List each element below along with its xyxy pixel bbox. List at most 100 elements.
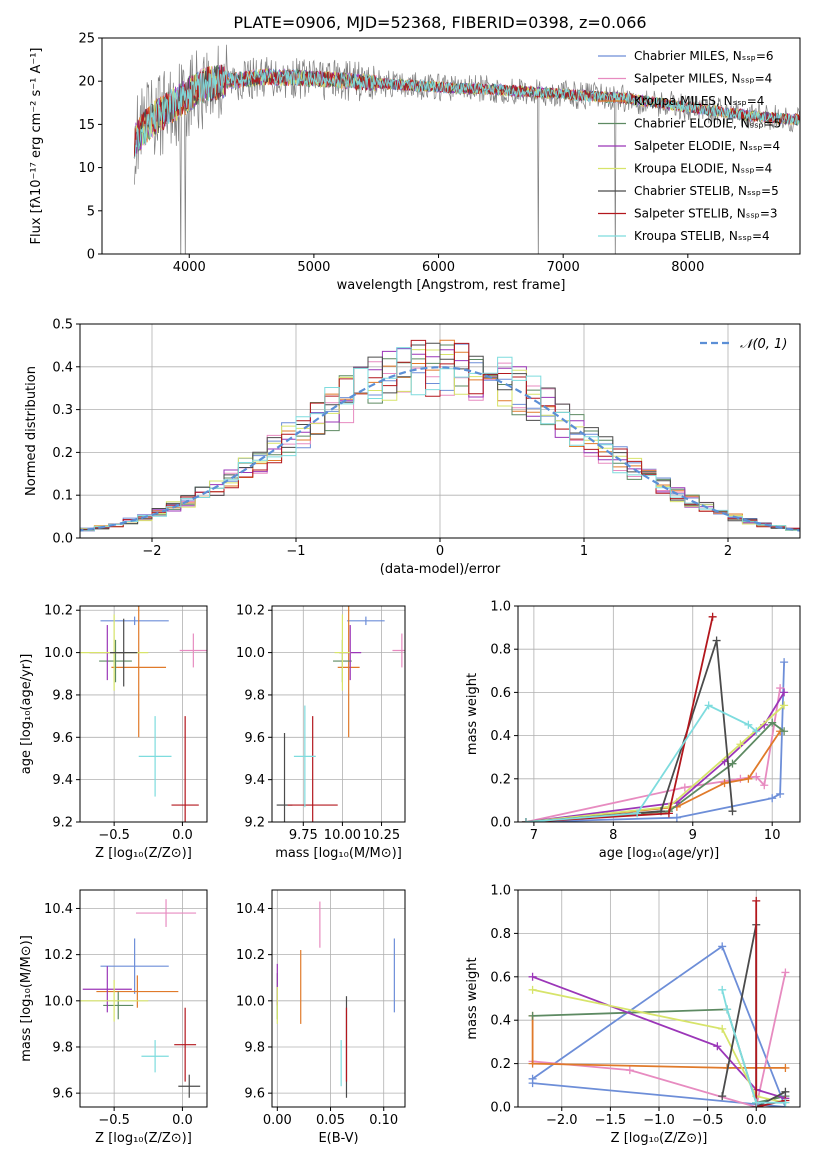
y-tick-label: 10.2 <box>236 948 265 963</box>
x-tick-label: 9.75 <box>289 828 318 843</box>
axes-frame <box>79 605 208 823</box>
weight-marker <box>718 1024 727 1033</box>
y-axis-label: age [log₁₀(age/yr)] <box>19 654 34 775</box>
legend-label: Kroupa MILES, Nₛₛₚ=4 <box>634 94 764 108</box>
legend-label: Kroupa STELIB, Nₛₛₚ=4 <box>634 229 770 243</box>
y-tick-label: 9.8 <box>244 1040 265 1055</box>
y-tick-label: 0.6 <box>490 686 511 701</box>
axes-frame <box>79 889 208 1108</box>
y-tick-label: 9.6 <box>244 1087 265 1102</box>
y-tick-label: 9.6 <box>52 1087 73 1102</box>
y-tick-label: 20 <box>78 75 95 90</box>
age_vs_Z-points <box>80 606 207 822</box>
x-tick-label: 10 <box>764 828 781 843</box>
y-tick-label: 0.6 <box>490 970 511 985</box>
model-spectrum-8 <box>133 68 800 159</box>
x-tick-label: −0.5 <box>98 828 130 843</box>
legend-label: Chabrier STELIB, Nₛₛₚ=5 <box>634 184 779 198</box>
axes-frame <box>101 37 801 255</box>
weight-marker <box>752 772 761 781</box>
legend-label: Salpeter STELIB, Nₛₛₚ=3 <box>634 207 778 221</box>
weight-marker <box>718 1092 727 1101</box>
weight-series-5 <box>525 704 785 822</box>
mass_vs_ebv-axes: 0.00 0.05 0.10 9.6 9.8 10.0 10.2 10.4 E(B-V) <box>236 890 405 1146</box>
weight-marker <box>780 688 789 697</box>
axes-frame <box>79 323 801 539</box>
x-tick-label: 10.00 <box>324 828 361 843</box>
weight-marker <box>768 718 777 727</box>
weight-marker <box>720 779 729 788</box>
weight-marker <box>776 789 785 798</box>
x-tick-label: −0.5 <box>98 1113 130 1128</box>
y-tick-label: 9.2 <box>244 816 265 831</box>
y-tick-label: 10.0 <box>236 646 265 661</box>
x-tick-label: −1.0 <box>643 1113 675 1128</box>
y-axis-label: mass [log₁₀(M/M⊙)] <box>19 935 34 1062</box>
spectrum-axes: 4000 5000 6000 7000 8000 0 5 10 15 20 25 wavelength… <box>29 32 704 294</box>
x-tick-label: 5000 <box>297 260 330 275</box>
weight-marker <box>752 727 761 736</box>
y-axis-label: Flux [fλ10⁻¹⁷ erg cm⁻² s⁻¹ A⁻¹] <box>29 48 44 245</box>
y-tick-label: 0.5 <box>52 318 73 333</box>
legend-label: Chabrier MILES, Nₛₛₚ=6 <box>634 49 774 63</box>
y-tick-label: 0.3 <box>52 403 73 418</box>
x-axis-label: Z [log₁₀(Z/Z⊙)] <box>611 1131 708 1146</box>
weight-series-4 <box>525 691 785 822</box>
y-tick-label: 0.1 <box>52 489 73 504</box>
weight-marker <box>781 1087 790 1096</box>
y-tick-label: 9.8 <box>52 1040 73 1055</box>
x-tick-label: −1.5 <box>595 1113 627 1128</box>
weight-marker <box>528 972 537 981</box>
x-tick-label: 6000 <box>422 260 455 275</box>
y-tick-label: 9.2 <box>52 816 73 831</box>
y-tick-label: 0.0 <box>490 1101 511 1116</box>
x-tick-label: 7 <box>530 828 538 843</box>
x-tick-label: −2 <box>142 544 161 559</box>
weight-marker <box>708 612 717 621</box>
y-tick-label: 10.0 <box>44 646 73 661</box>
x-tick-label: 7000 <box>547 260 580 275</box>
y-tick-label: 9.8 <box>52 688 73 703</box>
weight-marker <box>752 1098 761 1107</box>
weight-marker <box>744 774 753 783</box>
weight-marker <box>728 759 737 768</box>
weight-marker <box>736 740 745 749</box>
weight-marker <box>680 783 689 792</box>
weight-marker <box>744 720 753 729</box>
weight-marker <box>672 813 681 822</box>
mass_vs_Z-points <box>80 899 201 1098</box>
age_vs_Z-axes: −0.5 0.0 9.2 9.4 9.6 9.8 10.0 10.2 Z [log₁₀(Z/Z⊙… <box>19 604 207 861</box>
y-tick-label: 9.8 <box>244 688 265 703</box>
y-tick-label: 10 <box>78 161 95 176</box>
x-tick-label: 2 <box>724 544 732 559</box>
mass_vs_ebv-points <box>276 901 395 1098</box>
y-tick-label: 1.0 <box>490 884 511 899</box>
y-axis-label: mass weight <box>465 673 480 755</box>
y-tick-label: 1.0 <box>490 600 511 615</box>
y-tick-label: 15 <box>78 118 95 133</box>
x-axis-label: mass [log₁₀(M/M⊙)] <box>275 846 402 861</box>
y-axis-label: mass weight <box>465 957 480 1039</box>
weight-series-7 <box>755 900 786 1107</box>
y-tick-label: 10.0 <box>236 994 265 1009</box>
y-tick-label: 0.0 <box>490 816 511 831</box>
weight-series-3 <box>525 721 785 822</box>
x-tick-label: 0 <box>436 544 444 559</box>
weight-marker <box>781 968 790 977</box>
x-tick-label: −0.5 <box>692 1113 724 1128</box>
weight-marker <box>780 658 789 667</box>
axes-frame <box>517 889 801 1108</box>
weight_vs_age-lines <box>521 612 789 822</box>
y-tick-label: 0.8 <box>490 643 511 658</box>
weight-marker <box>704 701 713 710</box>
weight-marker <box>736 774 745 783</box>
y-tick-label: 9.6 <box>244 731 265 746</box>
x-tick-label: −1 <box>286 544 305 559</box>
normal-curve <box>80 366 800 532</box>
weight-marker <box>780 727 789 736</box>
y-tick-label: 0.4 <box>490 1014 511 1029</box>
weight-marker <box>723 1005 732 1014</box>
y-tick-label: 10.4 <box>44 902 73 917</box>
x-tick-label: 0.00 <box>263 1113 292 1128</box>
x-tick-label: 1 <box>580 544 588 559</box>
